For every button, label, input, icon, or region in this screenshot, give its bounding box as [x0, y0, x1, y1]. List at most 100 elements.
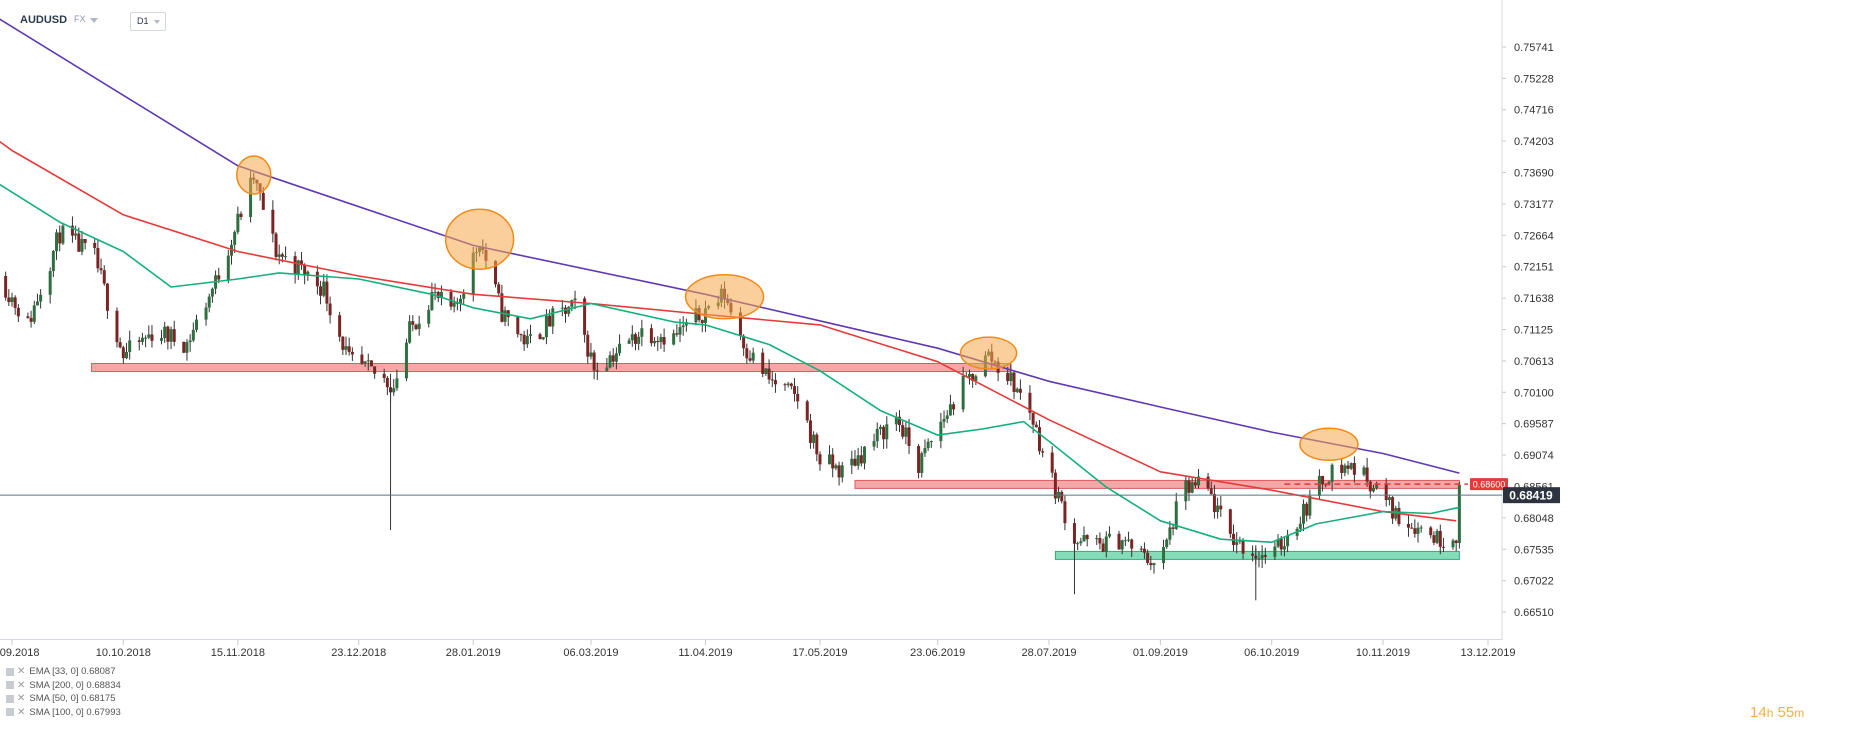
candle-body	[764, 368, 768, 374]
candle-body	[1228, 509, 1232, 534]
candle-body	[818, 454, 822, 465]
candle-body	[1371, 488, 1375, 492]
candle-body	[840, 465, 844, 478]
candle-body	[500, 293, 504, 322]
candle-body	[917, 445, 921, 473]
candle-body	[306, 271, 310, 276]
candle-body	[748, 358, 752, 361]
candle-body	[191, 329, 195, 341]
candle-body	[350, 351, 354, 355]
time-tick-label: 15.11.2018	[211, 647, 265, 659]
candle-body	[1146, 552, 1150, 563]
candle-body	[516, 317, 520, 335]
candle-body	[1130, 539, 1134, 549]
timeframe-select[interactable]: D1	[130, 12, 166, 31]
candle-body	[1031, 412, 1035, 425]
close-icon[interactable]: ✕	[17, 679, 26, 691]
highlight-circle	[444, 208, 515, 271]
price-tick-label: 0.74203	[1514, 136, 1554, 148]
candle-body	[548, 315, 552, 327]
candle-body	[544, 315, 548, 338]
candle-body	[48, 271, 52, 295]
candle-body	[786, 383, 790, 385]
symbol-label[interactable]: AUDUSD	[20, 14, 68, 26]
candle-body	[637, 336, 641, 344]
candle-body	[1190, 482, 1194, 493]
candle-body	[1410, 527, 1414, 529]
candle-body	[1041, 451, 1045, 453]
candle-body	[1457, 485, 1461, 544]
legend-item[interactable]: ✕ SMA [200, 0] 0.68834	[6, 679, 121, 693]
candle-body	[815, 434, 819, 455]
candle-body	[761, 352, 765, 374]
candle-body	[1060, 491, 1064, 502]
candle-body	[322, 281, 326, 296]
candle-body	[863, 446, 867, 464]
legend-item[interactable]: ✕ SMA [50, 0] 0.68175	[6, 692, 121, 706]
candle-body	[1286, 535, 1290, 547]
close-icon[interactable]: ✕	[17, 706, 26, 718]
candle-body	[1375, 483, 1379, 489]
candle-body	[280, 254, 284, 257]
candle-body	[1095, 538, 1099, 540]
candle-body	[35, 301, 39, 306]
candle-body	[128, 340, 132, 353]
candle-body	[341, 336, 345, 350]
candle-body	[538, 334, 542, 340]
candle-body	[1009, 372, 1013, 382]
candle-body	[875, 428, 879, 442]
candle-body	[529, 334, 533, 336]
candle-body	[236, 213, 240, 232]
candle-body	[99, 268, 103, 271]
candle-body	[1346, 465, 1350, 469]
candle-body	[188, 340, 192, 343]
legend-item[interactable]: ✕ EMA [33, 0] 0.68087	[6, 665, 121, 679]
candle-body	[1142, 548, 1146, 553]
candle-body	[1276, 538, 1280, 547]
candle-body	[608, 355, 612, 368]
close-icon[interactable]: ✕	[17, 693, 26, 704]
candle-body	[338, 315, 342, 337]
candle-body	[1015, 388, 1019, 392]
candle-body	[1216, 505, 1220, 513]
candle-body	[1174, 501, 1178, 529]
candle-body	[653, 340, 657, 344]
candle-body	[942, 418, 946, 422]
candle-body	[971, 374, 975, 381]
candle-body	[1006, 372, 1010, 382]
settings-icon[interactable]	[6, 667, 14, 676]
settings-icon[interactable]	[6, 694, 14, 703]
candle-body	[160, 338, 164, 341]
candle-body	[1451, 540, 1455, 548]
candle-body	[872, 441, 876, 447]
close-icon[interactable]: ✕	[17, 666, 26, 677]
price-tick-label: 0.71125	[1514, 325, 1553, 337]
countdown-unit-m: m	[1794, 706, 1805, 720]
candle-body	[805, 401, 809, 421]
candle-body	[39, 294, 43, 302]
candle-body	[249, 177, 253, 217]
candle-body	[125, 352, 129, 359]
chevron-down-icon[interactable]	[90, 18, 98, 23]
time-tick-label: 13.12.2019	[1460, 647, 1515, 659]
settings-icon[interactable]	[6, 681, 14, 690]
candle-body	[239, 213, 243, 217]
candle-body	[1438, 530, 1442, 547]
market-label[interactable]: FX	[74, 14, 86, 24]
resistance-zone	[91, 363, 1012, 373]
legend-label: SMA [200, 0] 0.68834	[29, 679, 121, 691]
highlight-circle	[684, 274, 765, 320]
candle-body	[694, 308, 698, 323]
candle-body	[382, 373, 386, 378]
candle-body	[13, 297, 17, 308]
candle-body	[614, 353, 618, 362]
candle-body	[592, 352, 596, 371]
candle-body	[1260, 555, 1264, 559]
candle-body	[137, 340, 141, 342]
candle-body	[344, 346, 348, 350]
candle-body	[1197, 476, 1201, 486]
legend-item[interactable]: ✕ SMA [100, 0] 0.67993	[6, 706, 121, 720]
candle-body	[1037, 427, 1041, 452]
settings-icon[interactable]	[6, 708, 14, 717]
